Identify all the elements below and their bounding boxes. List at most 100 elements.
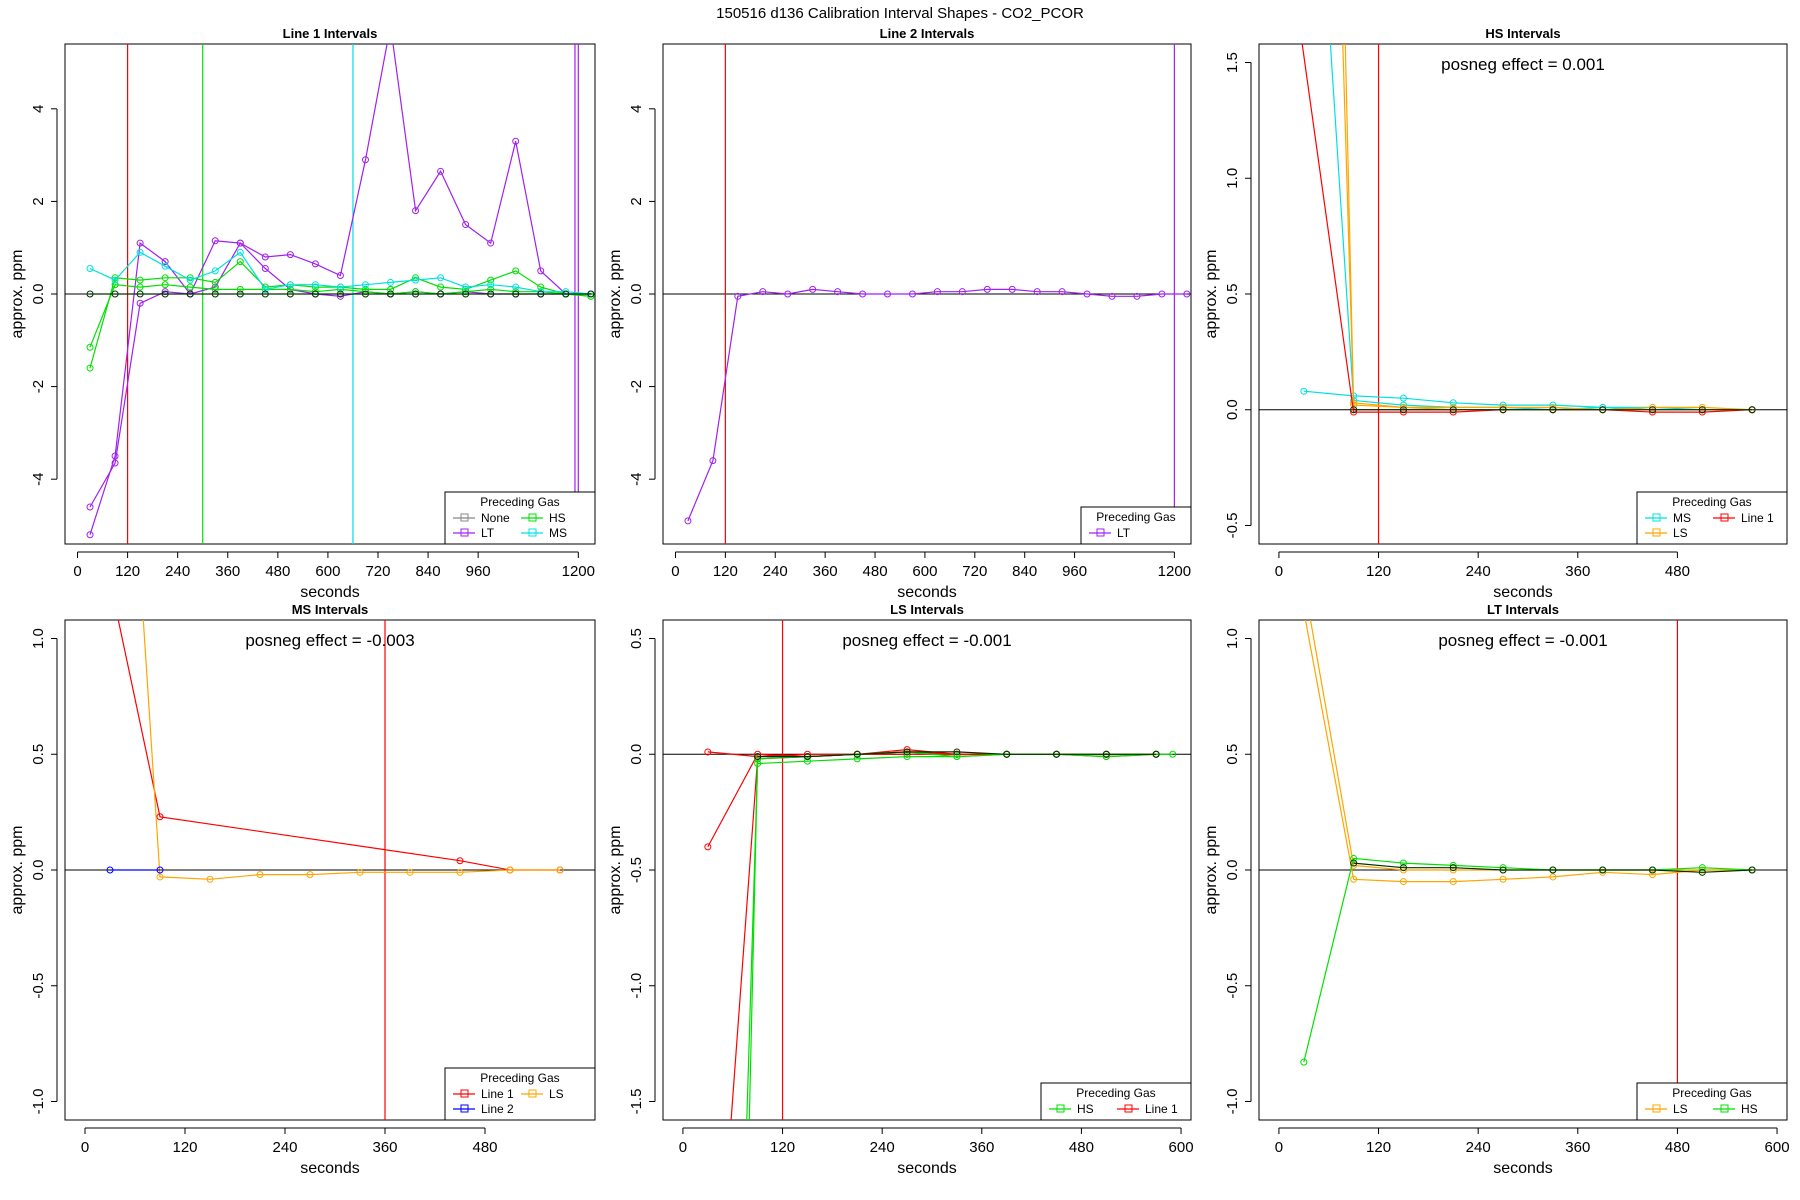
x-tick-label: 840	[416, 563, 441, 580]
series-line-ms	[1303, 390, 1753, 411]
panel-title: Line 1 Intervals	[283, 26, 378, 41]
data-point	[487, 276, 495, 284]
x-tick-label: 240	[870, 1139, 895, 1156]
data-point	[261, 265, 269, 273]
data-point	[1102, 753, 1110, 761]
legend-title: Preceding Gas	[480, 495, 559, 509]
y-tick-label: 0.0	[1224, 399, 1241, 420]
data-point	[286, 251, 294, 259]
y-tick-label: -0.5	[1224, 973, 1241, 999]
data-point	[953, 750, 961, 758]
data-point	[1449, 408, 1457, 416]
x-tick-label: 0	[671, 563, 679, 580]
data-point	[1108, 292, 1116, 300]
data-point	[1549, 401, 1557, 409]
data-point	[111, 290, 119, 298]
data-point	[311, 290, 319, 298]
data-point	[1058, 288, 1066, 296]
data-point	[1350, 399, 1358, 407]
x-tick-label: 360	[1565, 563, 1590, 580]
data-point	[512, 290, 520, 298]
data-point	[1649, 866, 1657, 874]
y-tick-label: 1.0	[1224, 628, 1241, 649]
data-point	[1350, 854, 1358, 862]
data-point	[261, 253, 269, 261]
y-axis-label: approx. ppm	[1203, 826, 1220, 915]
data-point	[512, 288, 520, 296]
data-point	[1300, 387, 1308, 395]
x-tick-label: 120	[172, 1139, 197, 1156]
x-tick-label: 480	[1069, 1139, 1094, 1156]
series-line-ls	[1304, 620, 1753, 883]
posneg-annotation: posneg effect = -0.001	[842, 631, 1011, 650]
x-tick-label: 480	[472, 1139, 497, 1156]
y-tick-label: 0.5	[628, 628, 645, 649]
legend: Preceding Gas HS Line 1	[1040, 1082, 1192, 1121]
data-point	[236, 258, 244, 266]
chart-panel-3: HS Intervals 0 120 240 360 480 seconds -0.5 0.0 0…	[1203, 26, 1788, 601]
posneg-annotation: posneg effect = 0.001	[1441, 55, 1605, 74]
data-point	[512, 283, 520, 291]
data-point	[834, 288, 842, 296]
series-line-line-1	[730, 753, 1157, 1120]
data-point	[983, 285, 991, 293]
data-point	[86, 364, 94, 372]
x-tick-label: 480	[1665, 563, 1690, 580]
data-point	[1449, 866, 1457, 874]
data-point	[1649, 871, 1657, 879]
data-point	[1599, 406, 1607, 414]
chart-panel-6: LT Intervals 0 120 240 360 480 600 seconds -1.0 -…	[1203, 602, 1790, 1177]
data-point	[361, 285, 369, 293]
legend: Preceding Gas Line 1 LS Line 2	[444, 1067, 596, 1121]
data-point	[387, 285, 395, 293]
data-point	[1599, 868, 1607, 876]
data-point	[211, 283, 219, 291]
data-point	[462, 221, 470, 229]
figure-title: 150516 d136 Calibration Interval Shapes …	[716, 5, 1084, 22]
posneg-annotation: posneg effect = -0.001	[1438, 631, 1607, 650]
data-point	[803, 753, 811, 761]
data-point	[1102, 750, 1110, 758]
plot-frame	[1258, 43, 1788, 545]
x-tick-label: 120	[1366, 1139, 1391, 1156]
panel-title: Line 2 Intervals	[880, 26, 975, 41]
data-point	[136, 283, 144, 291]
data-point	[487, 239, 495, 247]
data-point	[286, 290, 294, 298]
y-axis-label: approx. ppm	[9, 826, 26, 915]
y-tick-label: -1.0	[628, 973, 645, 999]
data-point	[587, 292, 595, 300]
data-point	[1399, 406, 1407, 414]
data-point	[261, 283, 269, 291]
y-tick-label: 1.0	[30, 628, 47, 649]
y-tick-label: 0.5	[1224, 284, 1241, 305]
data-point	[86, 531, 94, 539]
chart-panel-5: LS Intervals 0 120 240 360 480 600 seconds -1.5 -…	[607, 602, 1194, 1177]
x-tick-label: 480	[265, 563, 290, 580]
data-point	[1399, 859, 1407, 867]
data-point	[1698, 403, 1706, 411]
y-tick-label: 0.0	[30, 284, 47, 305]
data-point	[1399, 394, 1407, 402]
chart-panel-1: Line 1 Intervals 0 120 240 360 480 600 720 840 96…	[9, 26, 596, 601]
legend-swatch-marker	[1720, 513, 1729, 522]
legend-title: Preceding Gas	[480, 1071, 559, 1085]
data-point	[1399, 401, 1407, 409]
legend: Preceding Gas None HS LT MS	[444, 491, 596, 545]
data-point	[456, 857, 464, 865]
y-axis-label: approx. ppm	[607, 826, 624, 915]
data-point	[903, 750, 911, 758]
x-axis-label: seconds	[1493, 1160, 1553, 1177]
data-point	[487, 281, 495, 289]
x-axis-label: seconds	[897, 1160, 957, 1177]
y-tick-label: 0.5	[30, 744, 47, 765]
data-point	[1748, 406, 1756, 414]
series-line-hs	[1303, 857, 1753, 1063]
data-point	[1499, 401, 1507, 409]
data-point	[211, 267, 219, 275]
y-tick-label: -0.5	[30, 973, 47, 999]
panel-title: MS Intervals	[292, 602, 369, 617]
data-point	[336, 285, 344, 293]
data-point	[562, 290, 570, 298]
